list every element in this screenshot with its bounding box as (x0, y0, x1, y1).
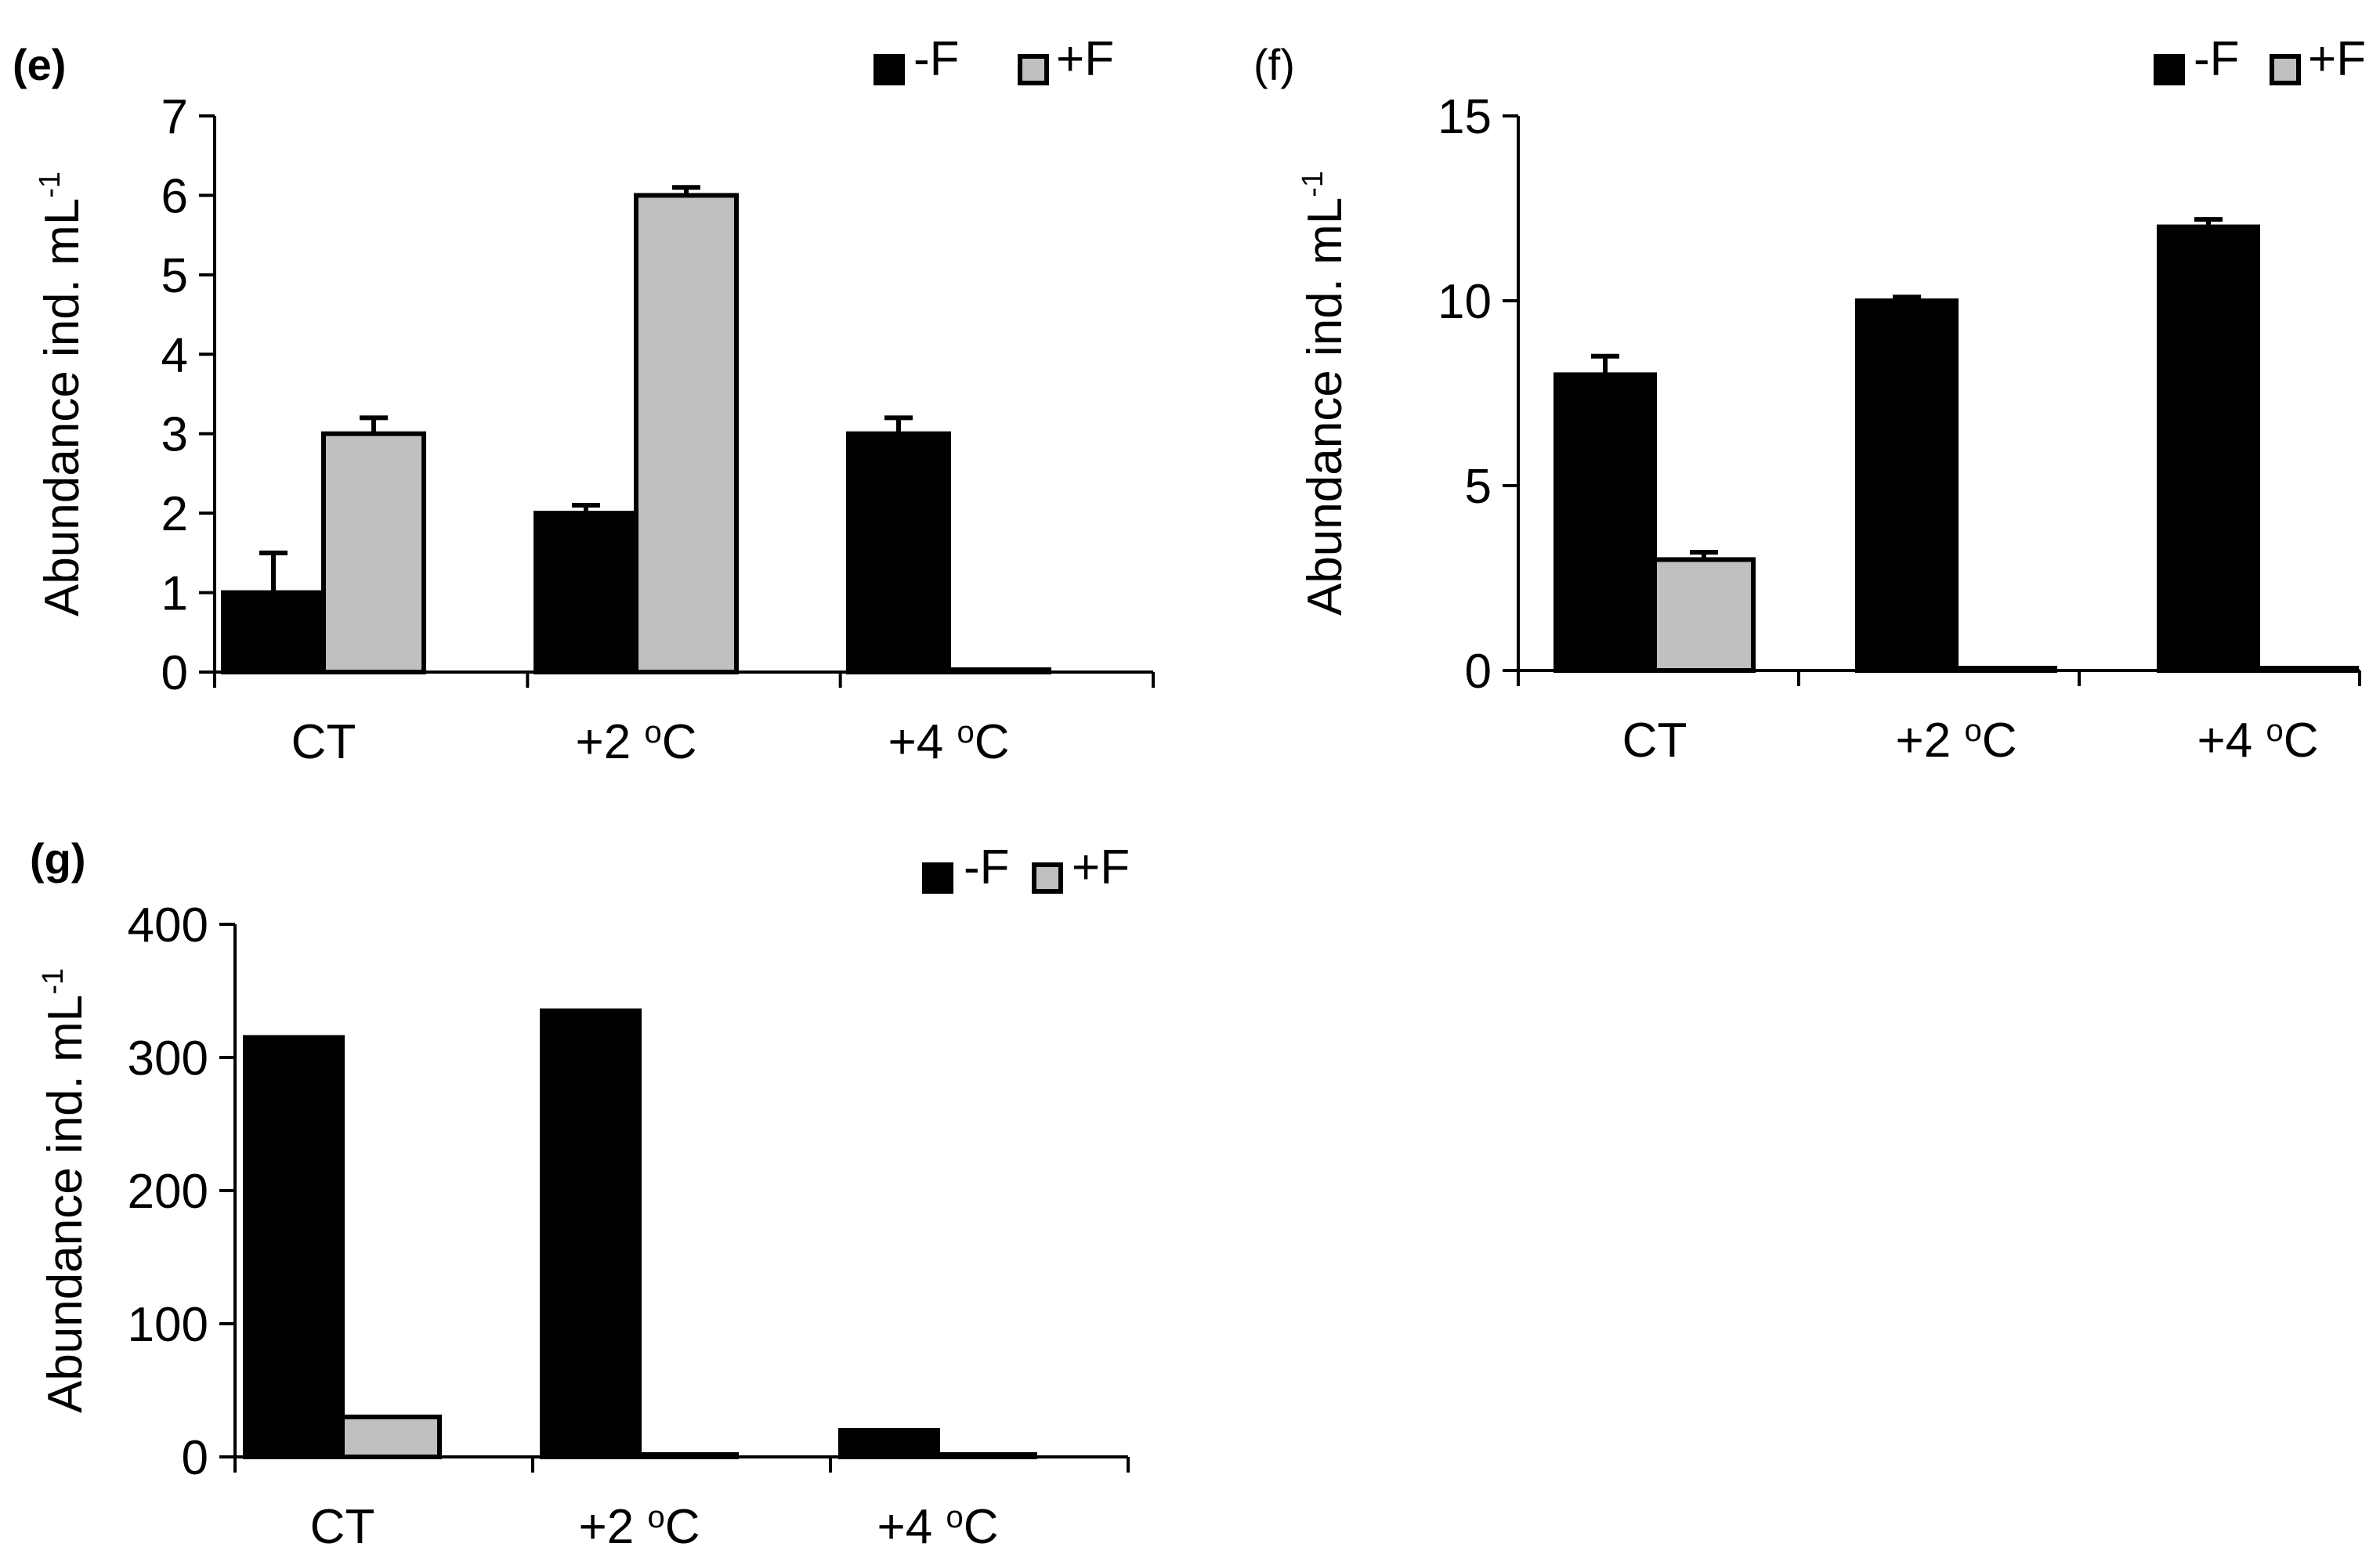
y-tick-label: 5 (161, 249, 188, 303)
y-tick-label: 0 (161, 646, 188, 700)
legend-label-plusF: +F (1056, 32, 1114, 86)
y-tick-label: 10 (1438, 275, 1492, 329)
legend-label-plusF: +F (1072, 840, 1130, 895)
y-tick-label: 100 (128, 1298, 208, 1352)
y-tick-label: 5 (1465, 460, 1492, 514)
category-label: CT (1622, 714, 1687, 768)
y-axis-title: Abundance ind. mL-1 (37, 968, 92, 1413)
legend-label-minusF: -F (964, 840, 1010, 895)
y-tick-label: 7 (161, 90, 188, 144)
bar-minusF-2 (2157, 224, 2260, 674)
category-label: +4 oC (2197, 714, 2319, 768)
bar-minusF-1 (534, 511, 638, 675)
category-label: CT (291, 715, 356, 769)
y-tick-label: 200 (128, 1165, 208, 1219)
legend-swatch-plusF (1032, 862, 1063, 894)
y-tick-label: 4 (161, 328, 188, 382)
chart-panel-1: (f) 0 5 10 15 CT +2 oC +4 oC Abundance ind. mL-1… (1253, 32, 2366, 768)
y-tick-label: 3 (161, 408, 188, 462)
legend-swatch-minusF (922, 862, 953, 894)
legend-swatch-plusF (2270, 54, 2301, 85)
bar-plusF-0 (1652, 557, 1756, 674)
bar-plusF-2 (2255, 666, 2359, 673)
bar-plusF-2 (946, 667, 1051, 674)
legend-label-minusF: -F (913, 32, 960, 86)
legend-swatch-minusF (2154, 54, 2185, 85)
bar-minusF-1 (1855, 298, 1959, 673)
category-label: +2 oC (576, 715, 697, 769)
y-tick-label: 0 (1465, 645, 1492, 699)
category-label: +2 oC (579, 1500, 700, 1554)
bar-minusF-0 (221, 590, 326, 674)
y-tick-label: 400 (128, 898, 208, 952)
bar-plusF-0 (321, 431, 426, 674)
legend-label-minusF: -F (2194, 32, 2240, 86)
y-tick-label: 0 (182, 1431, 208, 1485)
y-tick-label: 300 (128, 1032, 208, 1086)
y-tick-label: 15 (1438, 90, 1492, 144)
bar-minusF-1 (540, 1008, 642, 1459)
bar-plusF-1 (1954, 666, 2057, 673)
bar-minusF-0 (1554, 372, 1657, 673)
bar-plusF-0 (340, 1415, 442, 1459)
panel-label: (g) (30, 834, 86, 884)
bar-minusF-2 (846, 431, 951, 674)
y-tick-label: 1 (161, 567, 188, 621)
bar-plusF-2 (935, 1452, 1037, 1459)
bar-minusF-0 (243, 1035, 345, 1459)
bar-minusF-2 (838, 1428, 940, 1459)
category-label: +4 oC (877, 1500, 999, 1554)
legend: -F +F (922, 840, 1130, 895)
y-axis-title: Abundance ind. mL-1 (34, 172, 89, 616)
legend-label-plusF: +F (2308, 32, 2366, 86)
chart-panel-0: (e) 0 1 2 3 4 5 6 7 CT +2 oC +4 oC Abundance ind. mL… (13, 32, 1155, 769)
chart-panel-2: (g) 0 100 200 300 400 CT +2 oC +4 oC Abundance in… (30, 834, 1130, 1554)
legend: -F +F (2154, 32, 2366, 86)
panel-label: (e) (13, 40, 66, 89)
legend-swatch-minusF (874, 54, 905, 85)
y-axis-title: Abundance ind. mL-1 (1297, 171, 1352, 616)
y-tick-label: 2 (161, 487, 188, 541)
legend: -F +F (874, 32, 1114, 86)
bar-plusF-1 (634, 193, 739, 674)
bar-plusF-1 (637, 1452, 739, 1459)
category-label: +2 oC (1896, 714, 2017, 768)
legend-swatch-plusF (1018, 54, 1049, 85)
panel-label: (f) (1253, 40, 1295, 89)
y-tick-label: 6 (161, 169, 188, 223)
category-label: CT (310, 1500, 375, 1554)
category-label: +4 oC (888, 715, 1010, 769)
